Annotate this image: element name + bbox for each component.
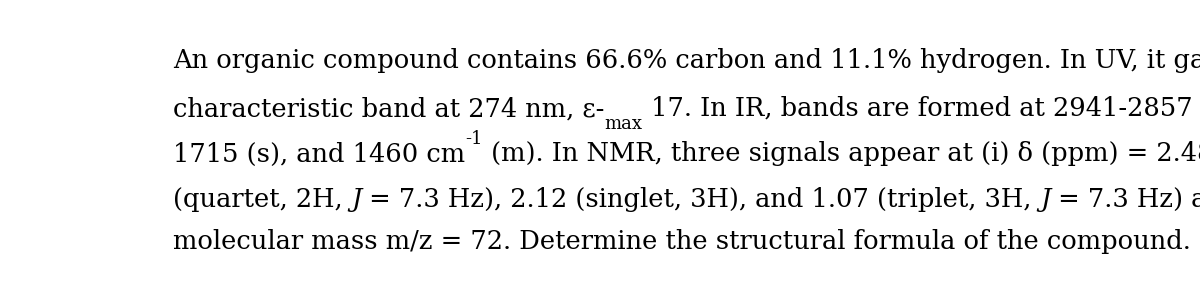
Text: max: max [605, 114, 643, 132]
Text: -1: -1 [466, 130, 482, 148]
Text: = 7.3 Hz) and: = 7.3 Hz) and [1050, 187, 1200, 212]
Text: (quartet, 2H,: (quartet, 2H, [173, 187, 352, 212]
Text: = 7.3 Hz), 2.12 (singlet, 3H), and 1.07 (triplet, 3H,: = 7.3 Hz), 2.12 (singlet, 3H), and 1.07 … [361, 187, 1040, 212]
Text: J: J [1040, 187, 1050, 212]
Text: molecular mass m/z = 72. Determine the structural formula of the compound.: molecular mass m/z = 72. Determine the s… [173, 229, 1192, 254]
Text: 1715 (s), and 1460 cm: 1715 (s), and 1460 cm [173, 142, 466, 166]
Text: characteristic band at 274 nm, ε-: characteristic band at 274 nm, ε- [173, 96, 605, 121]
Text: 17. In IR, bands are formed at 2941-2857 (m): 17. In IR, bands are formed at 2941-2857… [643, 96, 1200, 121]
Text: An organic compound contains 66.6% carbon and 11.1% hydrogen. In UV, it gave a: An organic compound contains 66.6% carbo… [173, 48, 1200, 73]
Text: J: J [352, 187, 361, 212]
Text: (m). In NMR, three signals appear at (i) δ (ppm) = 2.48: (m). In NMR, three signals appear at (i)… [482, 142, 1200, 166]
